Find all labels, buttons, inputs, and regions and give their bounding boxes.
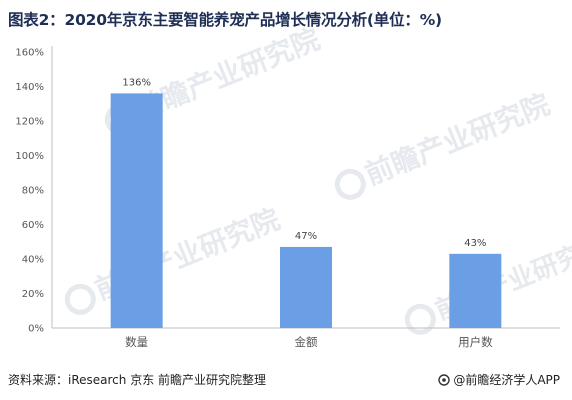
y-tick-label: 160% — [15, 48, 44, 59]
bar — [280, 246, 332, 328]
data-label: 47% — [295, 231, 317, 242]
y-tick-label: 20% — [22, 289, 44, 300]
y-tick-label: 40% — [22, 255, 44, 266]
brand-credit: @前瞻经济学人APP — [438, 371, 560, 388]
brand-credit-text: @前瞻经济学人APP — [453, 373, 560, 387]
source-note: 资料来源：iResearch 京东 前瞻产业研究院整理 — [8, 373, 267, 387]
y-tick-label: 60% — [22, 220, 44, 231]
bar — [110, 93, 163, 329]
y-tick-label: 140% — [15, 82, 44, 93]
bar — [449, 253, 502, 328]
y-tick-label: 100% — [15, 151, 44, 162]
category-labels: 数量 金额 用户数 — [125, 335, 493, 349]
watermark: 前瞻产业研究院 — [334, 87, 554, 200]
watermark: 前瞻产业研究院 — [64, 202, 284, 315]
y-tick-label: 0% — [28, 324, 44, 335]
category-label: 金额 — [295, 335, 318, 349]
bars — [110, 93, 502, 329]
chart-title: 图表2：2020年京东主要智能养宠产品增长情况分析(单位：%) — [8, 11, 442, 29]
y-axis: 0% 20% 40% 60% 80% 100% 120% 140% 160% — [15, 46, 53, 335]
qianzhan-logo-icon — [438, 373, 451, 386]
watermark-logo-icon — [334, 168, 366, 200]
data-labels: 136% 47% 43% — [122, 77, 486, 248]
y-tick-label: 80% — [22, 186, 44, 197]
category-label: 用户数 — [458, 335, 493, 349]
y-tick-label: 120% — [15, 117, 44, 128]
data-label: 43% — [464, 238, 486, 249]
data-label: 136% — [122, 77, 151, 88]
watermark-text: 前瞻产业研究院 — [360, 87, 554, 191]
watermark-logo-icon — [404, 303, 436, 335]
watermark-logo-icon — [64, 283, 96, 315]
category-label: 数量 — [125, 335, 148, 349]
